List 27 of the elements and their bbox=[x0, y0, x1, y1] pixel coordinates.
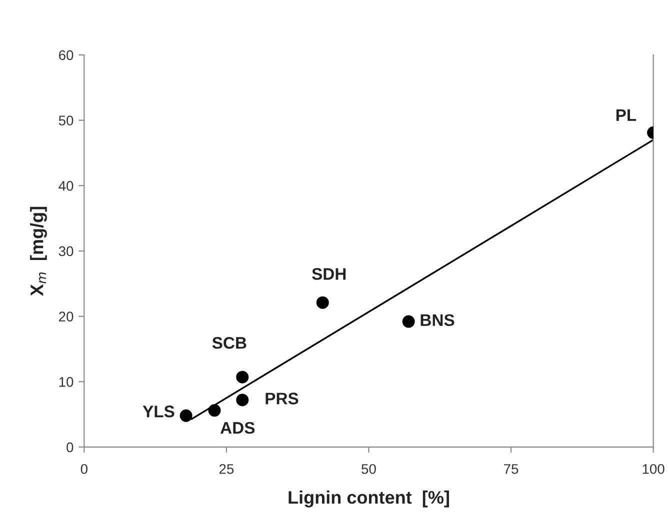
point bbox=[208, 404, 221, 417]
point bbox=[180, 409, 192, 422]
point bbox=[402, 315, 415, 328]
point bbox=[236, 394, 249, 406]
y-tick-label: 20 bbox=[59, 312, 74, 322]
x-tick-label: 25 bbox=[219, 464, 234, 474]
x-tick-label: 0 bbox=[80, 464, 88, 474]
annotation: SDH bbox=[312, 268, 346, 280]
y-tick-label: 10 bbox=[59, 377, 74, 387]
annotation: ADS bbox=[220, 422, 255, 434]
x-tick-label: 100 bbox=[642, 464, 664, 474]
y-axis-title: X$_{m}$ [mg/g] bbox=[30, 206, 47, 296]
point bbox=[236, 370, 249, 384]
x-tick-label: 75 bbox=[504, 464, 518, 474]
point bbox=[316, 296, 329, 309]
y-tick-label: 0 bbox=[66, 442, 74, 452]
annotation: BNS bbox=[420, 314, 454, 326]
annotation: PRS bbox=[266, 392, 298, 404]
x-axis-title: Lignin content [%] bbox=[288, 490, 449, 508]
y-tick-label: 50 bbox=[58, 116, 74, 126]
annotation: PL bbox=[616, 109, 636, 121]
y-tick-label: 30 bbox=[58, 246, 74, 256]
annotation: YLS bbox=[142, 406, 174, 418]
x-tick-label: 50 bbox=[362, 464, 376, 474]
annotation: SCB bbox=[212, 337, 246, 349]
y-tick-label: 60 bbox=[59, 50, 74, 60]
y-tick-label: 40 bbox=[58, 180, 74, 191]
